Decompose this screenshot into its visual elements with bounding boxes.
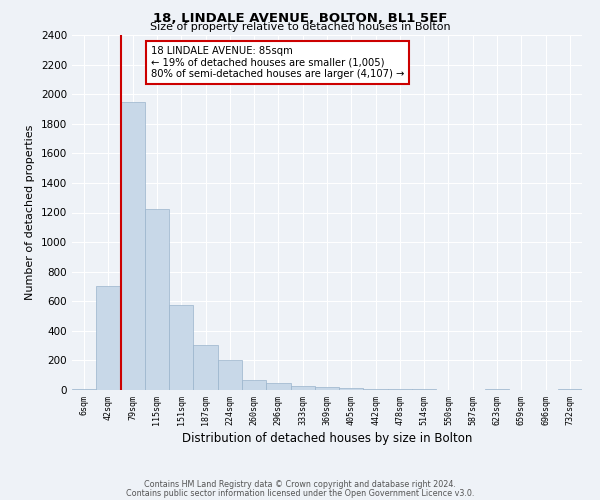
Bar bbox=[558, 389, 582, 390]
Bar bbox=[315, 387, 339, 390]
Y-axis label: Number of detached properties: Number of detached properties bbox=[25, 125, 35, 300]
Text: Size of property relative to detached houses in Bolton: Size of property relative to detached ho… bbox=[149, 22, 451, 32]
Bar bbox=[242, 380, 266, 390]
Bar bbox=[364, 388, 388, 390]
Text: 18, LINDALE AVENUE, BOLTON, BL1 5EF: 18, LINDALE AVENUE, BOLTON, BL1 5EF bbox=[153, 12, 447, 24]
Bar bbox=[193, 345, 218, 390]
X-axis label: Distribution of detached houses by size in Bolton: Distribution of detached houses by size … bbox=[182, 432, 472, 445]
Bar bbox=[388, 389, 412, 390]
Text: Contains public sector information licensed under the Open Government Licence v3: Contains public sector information licen… bbox=[126, 488, 474, 498]
Bar bbox=[218, 360, 242, 390]
Bar bbox=[266, 384, 290, 390]
Bar bbox=[339, 388, 364, 390]
Bar bbox=[121, 102, 145, 390]
Bar bbox=[290, 386, 315, 390]
Bar bbox=[145, 209, 169, 390]
Text: 18 LINDALE AVENUE: 85sqm
← 19% of detached houses are smaller (1,005)
80% of sem: 18 LINDALE AVENUE: 85sqm ← 19% of detach… bbox=[151, 46, 404, 79]
Bar bbox=[169, 305, 193, 390]
Text: Contains HM Land Registry data © Crown copyright and database right 2024.: Contains HM Land Registry data © Crown c… bbox=[144, 480, 456, 489]
Bar bbox=[96, 286, 121, 390]
